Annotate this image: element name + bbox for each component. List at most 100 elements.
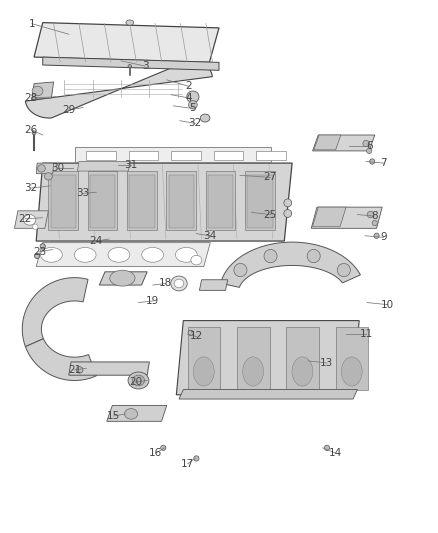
Ellipse shape [74,247,96,262]
Ellipse shape [188,330,193,335]
FancyBboxPatch shape [88,171,117,230]
Polygon shape [32,82,53,100]
Polygon shape [43,57,219,70]
Ellipse shape [341,357,362,386]
Polygon shape [75,147,271,161]
Ellipse shape [32,86,43,96]
FancyBboxPatch shape [247,175,272,228]
Text: 18: 18 [159,278,173,288]
FancyBboxPatch shape [127,171,157,230]
Ellipse shape [234,263,247,277]
Ellipse shape [337,263,350,277]
Text: 21: 21 [68,365,81,375]
Ellipse shape [128,64,131,68]
Text: 5: 5 [190,103,196,114]
Ellipse shape [32,131,36,135]
Ellipse shape [324,445,329,450]
FancyBboxPatch shape [86,151,116,160]
Ellipse shape [187,91,199,103]
FancyBboxPatch shape [129,151,158,160]
Text: 16: 16 [149,448,162,458]
Text: 32: 32 [188,118,201,128]
Ellipse shape [142,247,163,262]
Polygon shape [107,406,167,421]
Text: 6: 6 [366,141,372,151]
Text: 1: 1 [28,19,35,29]
Ellipse shape [307,249,320,263]
Text: 11: 11 [360,329,373,340]
FancyBboxPatch shape [256,151,286,160]
FancyBboxPatch shape [48,171,78,230]
FancyBboxPatch shape [50,175,76,228]
Ellipse shape [33,224,38,229]
Ellipse shape [176,247,197,262]
Polygon shape [314,135,341,150]
Text: 3: 3 [142,61,148,71]
Ellipse shape [191,255,202,265]
Polygon shape [221,242,360,287]
FancyBboxPatch shape [286,327,319,390]
Text: 30: 30 [51,164,64,173]
Polygon shape [99,272,147,285]
Ellipse shape [132,375,145,386]
Text: 26: 26 [25,125,38,135]
Polygon shape [311,207,382,228]
FancyBboxPatch shape [206,171,235,230]
Text: 25: 25 [264,209,277,220]
Ellipse shape [41,247,62,262]
Ellipse shape [108,247,130,262]
Ellipse shape [126,20,134,25]
Polygon shape [179,390,357,399]
Ellipse shape [40,244,46,249]
Text: 10: 10 [381,300,395,310]
Ellipse shape [38,165,46,172]
Ellipse shape [171,276,187,291]
Text: 22: 22 [19,214,32,224]
FancyBboxPatch shape [208,175,233,228]
FancyBboxPatch shape [169,175,194,228]
Text: 8: 8 [371,211,378,221]
Ellipse shape [124,409,138,419]
Ellipse shape [243,357,264,386]
Text: 7: 7 [380,158,387,168]
Polygon shape [177,320,359,395]
Polygon shape [199,280,228,290]
Text: 9: 9 [380,232,387,243]
FancyBboxPatch shape [166,171,196,230]
FancyBboxPatch shape [129,175,155,228]
Ellipse shape [174,279,184,288]
FancyBboxPatch shape [336,327,368,390]
Polygon shape [14,211,48,228]
FancyBboxPatch shape [237,327,270,390]
Ellipse shape [374,233,379,238]
Text: 20: 20 [129,377,142,387]
Ellipse shape [284,199,292,207]
Ellipse shape [372,220,378,225]
Ellipse shape [193,357,214,386]
Ellipse shape [128,372,149,389]
Text: 29: 29 [62,105,75,115]
FancyBboxPatch shape [187,327,220,390]
Polygon shape [36,163,292,241]
Polygon shape [313,207,346,227]
Text: 27: 27 [264,172,277,182]
Polygon shape [69,362,149,375]
Ellipse shape [200,114,210,122]
Polygon shape [36,243,210,266]
Text: 24: 24 [90,236,103,246]
Ellipse shape [24,215,36,225]
Polygon shape [25,60,212,118]
Text: 4: 4 [185,93,192,103]
Text: 15: 15 [107,411,120,421]
Ellipse shape [110,270,135,286]
Polygon shape [34,22,219,62]
Text: 28: 28 [25,93,38,103]
Ellipse shape [363,140,369,147]
Ellipse shape [264,249,277,263]
Ellipse shape [367,148,372,154]
Polygon shape [78,161,130,171]
Text: 2: 2 [185,81,192,91]
Ellipse shape [194,456,199,461]
Text: 19: 19 [146,296,159,306]
FancyBboxPatch shape [214,151,243,160]
